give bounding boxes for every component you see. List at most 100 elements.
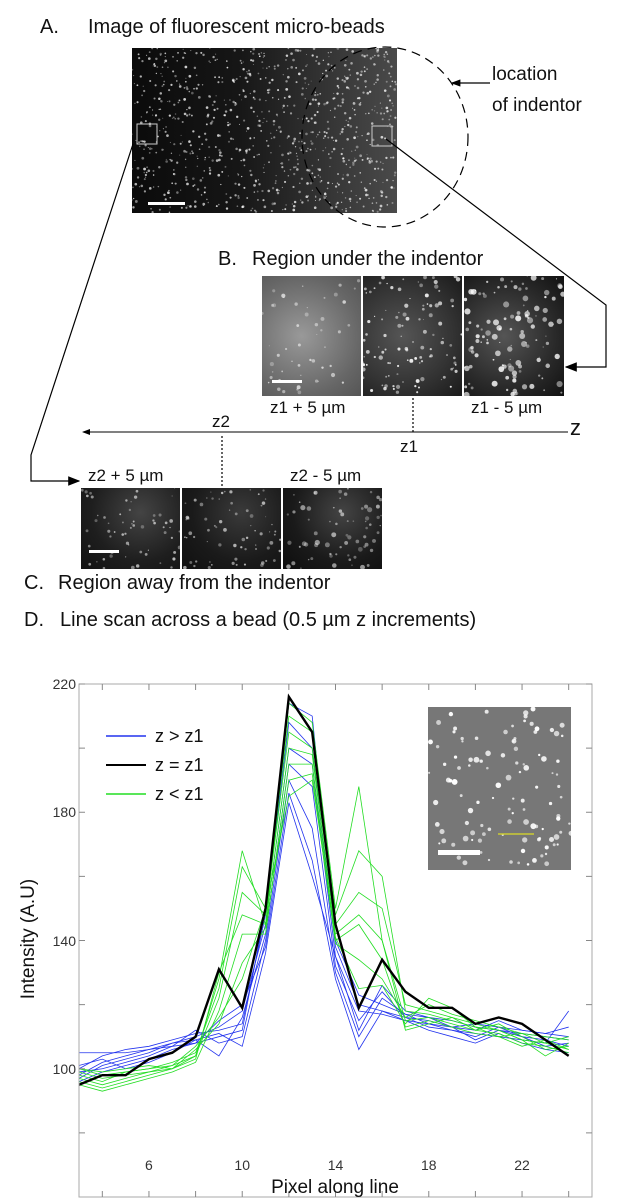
inset-bead xyxy=(512,797,515,800)
diagram-overlay xyxy=(30,46,607,488)
inset-bead xyxy=(533,730,538,734)
inset-bead xyxy=(438,842,441,845)
inset-bead xyxy=(511,812,514,815)
legend-entry: z = z1 xyxy=(155,755,204,775)
inset-bead xyxy=(500,753,506,758)
inset-bead xyxy=(473,756,480,763)
inset-bead xyxy=(568,830,574,836)
inset-bead xyxy=(523,710,529,716)
inset-bead xyxy=(451,778,458,785)
inset-bead xyxy=(460,736,464,741)
inset-bead xyxy=(541,756,547,762)
x-tick-label: 22 xyxy=(514,1157,530,1173)
inset-bead xyxy=(491,796,495,800)
inset-bead xyxy=(477,838,483,843)
inset-bead xyxy=(453,755,458,759)
series-line-blue-1 xyxy=(79,702,569,1054)
roi-box-away xyxy=(136,123,158,145)
series-line-blue-7 xyxy=(78,802,569,1070)
inset-bead xyxy=(476,800,480,805)
inset-bead xyxy=(434,822,440,827)
inset-bead xyxy=(551,772,554,775)
inset-bead xyxy=(505,774,512,781)
series-line-blue-2 xyxy=(78,721,569,1070)
inset-bead xyxy=(471,838,474,842)
inset-bead xyxy=(541,827,544,831)
label-z2-minus-5: z2 - 5 µm xyxy=(290,466,362,485)
series-line-green-8 xyxy=(78,702,569,1073)
z2-label: z2 xyxy=(212,412,230,431)
roi-box-under xyxy=(371,125,393,147)
inset-bead xyxy=(534,726,540,732)
inset-bead xyxy=(559,722,565,728)
inset-bead xyxy=(544,861,550,867)
inset-bead xyxy=(474,736,479,741)
inset-bead xyxy=(468,757,473,762)
series-line-blue-4 xyxy=(78,763,570,1079)
inset-bead xyxy=(485,750,491,757)
y-tick-label: 140 xyxy=(52,932,76,949)
x-tick-label: 6 xyxy=(145,1157,153,1173)
inset-bead xyxy=(520,798,525,803)
x-axis-label: Pixel along line xyxy=(271,1177,399,1198)
inset-bead xyxy=(435,744,440,749)
inset-bead xyxy=(560,734,564,738)
inset-bead xyxy=(537,837,541,842)
image-z2-plus-5 xyxy=(81,488,180,569)
inset-bead xyxy=(530,823,537,830)
inset-bead xyxy=(451,842,456,847)
inset-bead xyxy=(523,719,526,723)
inset-bead xyxy=(515,761,519,765)
inset-bead xyxy=(549,727,555,733)
scale-bar xyxy=(438,850,480,855)
inset-bead xyxy=(523,765,530,771)
inset-bead xyxy=(448,711,454,717)
inset-bead xyxy=(555,773,559,776)
inset-bead xyxy=(529,721,534,726)
inset-bead xyxy=(433,799,439,806)
inset-bead xyxy=(556,843,559,846)
inset-bead xyxy=(512,740,515,743)
image-z1 xyxy=(363,276,462,396)
inset-bead xyxy=(511,724,514,728)
inset-bead xyxy=(518,770,522,774)
x-tick-label: 14 xyxy=(327,1157,344,1173)
bead-dots xyxy=(183,489,281,569)
series-line-green-10 xyxy=(78,731,569,1086)
inset-bead xyxy=(479,759,483,763)
bead-dots xyxy=(132,48,397,213)
panel-a-title: Image of fluorescent micro-beads xyxy=(88,16,385,38)
legend-entry: z > z1 xyxy=(155,726,204,746)
inset-bead xyxy=(513,746,519,752)
series-line-green-14 xyxy=(78,779,569,1076)
inset-bead xyxy=(568,822,571,825)
z-axis-label: z xyxy=(570,415,581,440)
label-z1-plus-5: z1 + 5 µm xyxy=(270,398,346,417)
inset-bead xyxy=(452,730,456,734)
image-z1-plus-5 xyxy=(262,276,361,396)
inset-bead xyxy=(556,759,560,763)
inset-bead xyxy=(526,863,530,866)
inset-bead xyxy=(480,823,484,828)
inset-bead xyxy=(470,830,476,836)
inset-bead xyxy=(513,736,517,740)
inset-bead xyxy=(462,835,469,842)
inset-bead xyxy=(553,834,560,840)
inset-image xyxy=(428,706,574,870)
inset-bead xyxy=(507,807,511,811)
series-line-green-12 xyxy=(78,763,569,1092)
inset-bead xyxy=(495,782,502,789)
inset-bead xyxy=(522,763,525,766)
inset-bead xyxy=(523,714,528,719)
inset-bead xyxy=(559,830,563,834)
inset-bead xyxy=(530,706,536,712)
inset-bead xyxy=(557,784,561,789)
inset-bead xyxy=(559,795,563,799)
bead-dots xyxy=(81,488,180,569)
indentor-annotation-line2: of indentor xyxy=(492,95,582,116)
series-line-green-11 xyxy=(78,747,569,1089)
x-tick-label: 18 xyxy=(420,1157,437,1173)
inset-bead xyxy=(553,730,560,737)
inset-bead xyxy=(549,836,555,843)
inset-bead xyxy=(535,785,539,789)
